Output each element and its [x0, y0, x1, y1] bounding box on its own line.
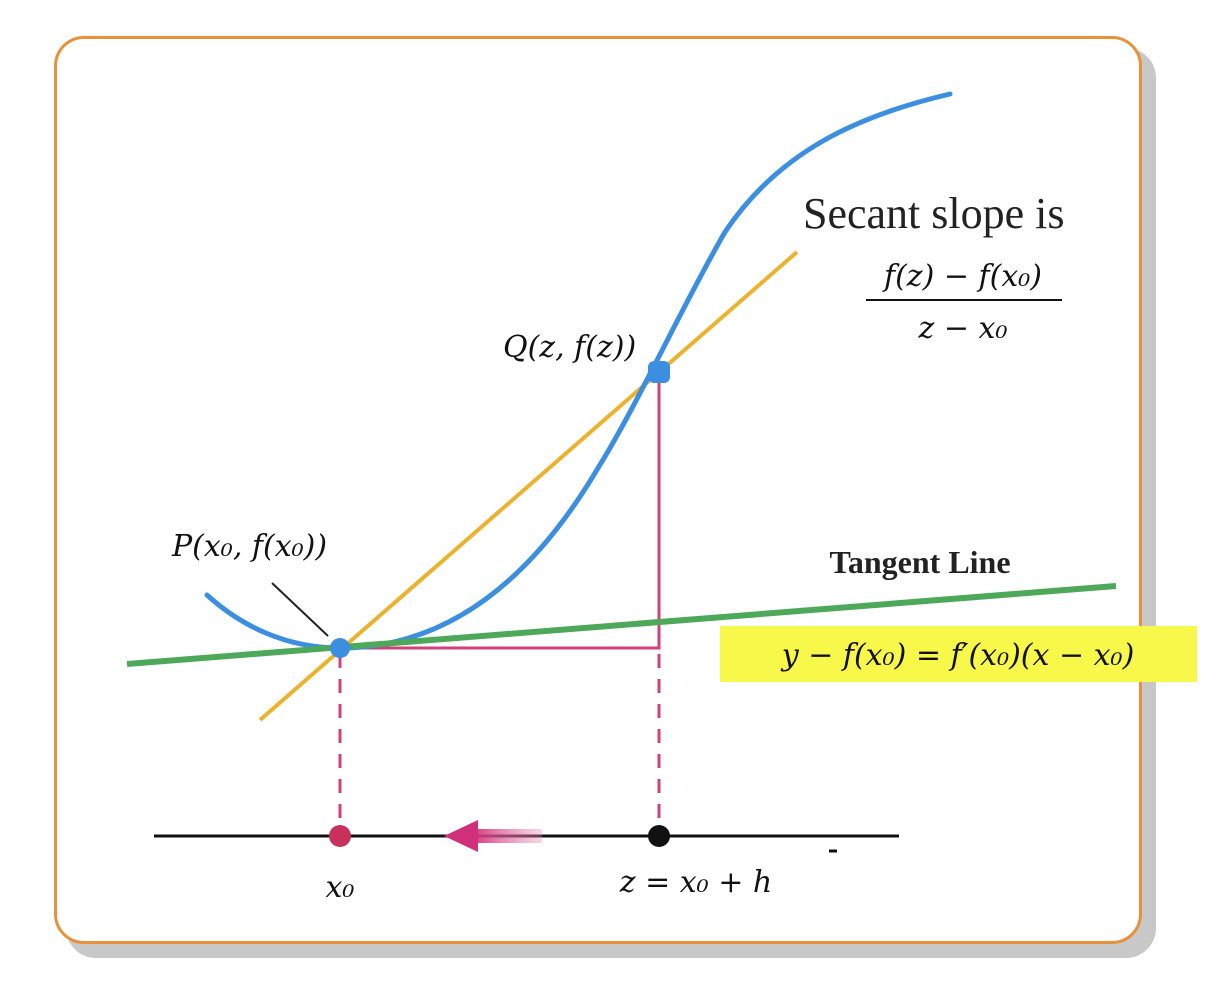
tangent-line-title: Tangent Line [829, 544, 1010, 580]
x0-axis-point [329, 825, 351, 847]
x0-axis-label: x₀ [326, 870, 355, 905]
secant-slope-numerator: f(z) − f(x₀) [882, 259, 1042, 294]
secant-slope-denominator: z − x₀ [918, 311, 1008, 346]
point-q-label: Q(z, f(z)) [503, 330, 636, 365]
tangent-equation: y − f(x₀) = f′(x₀)(x − x₀) [780, 638, 1135, 673]
point-p-marker [330, 638, 350, 658]
z-axis-point [648, 825, 670, 847]
approach-arrow-shaft [470, 829, 542, 843]
tangent-equation-highlight [720, 626, 1197, 682]
secant-line [258, 250, 799, 722]
tangent-line [126, 583, 1117, 667]
approach-arrow-head [444, 820, 478, 852]
secant-slope-title: Secant slope is [803, 189, 1065, 238]
p-leader-line [271, 582, 329, 637]
point-p-label: P(x₀, f(x₀)) [171, 529, 327, 564]
z-axis-label: z = x₀ + h [619, 865, 773, 900]
diagram-card [54, 36, 1142, 944]
point-q-marker [648, 361, 670, 383]
rise-run-guide [340, 372, 661, 650]
